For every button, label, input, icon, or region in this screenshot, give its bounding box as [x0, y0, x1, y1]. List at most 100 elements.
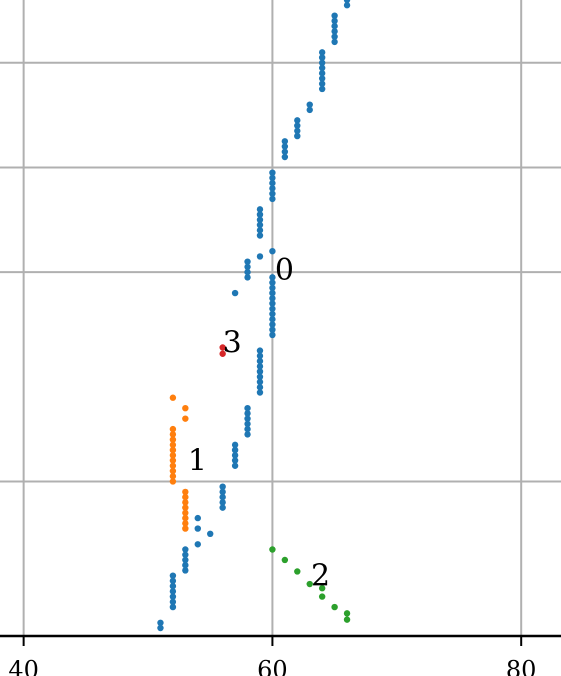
point-cluster-0-68 — [269, 195, 276, 203]
point-cluster-2-2 — [294, 568, 301, 575]
point-cluster-0-79 — [294, 127, 301, 135]
point-cluster-0-56 — [244, 274, 251, 281]
point-cluster-0-66 — [256, 211, 264, 218]
cluster-labels: 0 1 2 3 — [188, 253, 330, 594]
point-cluster-0-97 — [331, 12, 338, 19]
point-cluster-0-9 — [182, 567, 189, 574]
point-cluster-1-16 — [182, 499, 189, 506]
point-cluster-0-82 — [306, 106, 313, 114]
point-cluster-0-5 — [169, 588, 177, 595]
point-cluster-0-38 — [256, 368, 264, 375]
point-cluster-0-22 — [219, 483, 226, 490]
point-cluster-0-90 — [318, 54, 326, 61]
point-cluster-0-28 — [244, 431, 251, 438]
point-cluster-0-95 — [331, 22, 338, 30]
point-cluster-0-16 — [194, 525, 201, 532]
point-cluster-0-43 — [269, 331, 276, 339]
point-cluster-3-0 — [219, 350, 226, 357]
point-cluster-0-59 — [244, 258, 251, 265]
point-cluster-0-60 — [256, 253, 264, 260]
point-cluster-1-21 — [182, 525, 189, 532]
point-cluster-0-69 — [269, 190, 276, 197]
point-cluster-0-14 — [194, 541, 201, 548]
point-cluster-1-15 — [182, 493, 189, 501]
point-cluster-0-39 — [256, 363, 264, 370]
point-cluster-0-71 — [269, 179, 276, 187]
data-points — [157, 0, 351, 632]
point-cluster-0-77 — [281, 138, 289, 145]
point-cluster-0-73 — [269, 169, 276, 176]
point-cluster-2-1 — [281, 556, 289, 564]
point-cluster-0-89 — [318, 59, 326, 66]
point-cluster-0-25 — [231, 452, 239, 459]
x-tick-label-40: 40 — [8, 656, 39, 676]
point-cluster-1-10 — [169, 462, 177, 469]
point-cluster-0-75 — [281, 148, 289, 155]
point-cluster-1-9 — [169, 457, 177, 464]
point-cluster-1-18 — [182, 509, 189, 517]
point-cluster-0-31 — [244, 415, 251, 422]
point-cluster-2-7 — [343, 610, 351, 617]
point-cluster-1-5 — [169, 436, 177, 443]
point-cluster-0-33 — [244, 405, 251, 412]
point-cluster-0-72 — [269, 174, 276, 182]
point-cluster-0-87 — [318, 70, 326, 77]
grid — [0, 0, 561, 636]
point-cluster-0-53 — [269, 279, 276, 286]
point-cluster-0-23 — [231, 462, 239, 469]
point-cluster-1-12 — [169, 473, 177, 480]
point-cluster-3-1 — [219, 344, 226, 351]
point-cluster-0-21 — [219, 488, 226, 496]
point-cluster-0-48 — [269, 305, 276, 312]
point-cluster-0-99 — [343, 0, 351, 4]
point-cluster-0-64 — [256, 221, 264, 229]
point-cluster-0-4 — [169, 593, 177, 600]
point-cluster-0-52 — [269, 284, 276, 292]
point-cluster-0-91 — [318, 49, 326, 56]
point-cluster-0-12 — [182, 551, 189, 558]
point-cluster-0-76 — [281, 143, 289, 150]
point-cluster-0-18 — [219, 504, 226, 511]
point-cluster-2-8 — [343, 616, 351, 623]
point-cluster-1-13 — [169, 478, 177, 485]
cluster-label-2: 2 — [311, 559, 330, 594]
point-cluster-0-46 — [269, 316, 276, 323]
point-cluster-0-47 — [269, 310, 276, 318]
cluster-label-3: 3 — [223, 325, 242, 360]
point-cluster-0-65 — [256, 216, 264, 223]
point-cluster-0-10 — [182, 562, 189, 569]
point-cluster-0-61 — [269, 248, 276, 255]
point-cluster-0-35 — [256, 384, 264, 391]
point-cluster-0-2 — [169, 603, 177, 611]
cluster-label-0: 0 — [275, 253, 294, 288]
point-cluster-2-5 — [318, 593, 326, 600]
point-cluster-0-19 — [219, 499, 226, 506]
point-cluster-0-51 — [269, 289, 276, 297]
point-cluster-0-74 — [281, 153, 289, 161]
point-cluster-0-20 — [219, 493, 226, 501]
point-cluster-0-27 — [231, 441, 239, 449]
point-cluster-1-14 — [182, 488, 189, 496]
point-cluster-0-0 — [157, 624, 164, 632]
point-cluster-2-6 — [331, 603, 338, 611]
point-cluster-0-54 — [269, 274, 276, 281]
point-cluster-1-19 — [182, 514, 189, 522]
point-cluster-0-42 — [256, 347, 264, 354]
x-tick-label-80: 80 — [506, 656, 537, 676]
cluster-label-1: 1 — [188, 444, 207, 479]
point-cluster-0-36 — [256, 378, 264, 386]
point-cluster-1-6 — [169, 441, 177, 449]
point-cluster-0-44 — [269, 326, 276, 333]
point-cluster-0-8 — [169, 572, 177, 579]
point-cluster-0-57 — [244, 268, 251, 276]
point-cluster-0-29 — [244, 425, 251, 433]
x-axis: 40 60 80 — [0, 634, 561, 676]
point-cluster-1-17 — [182, 504, 189, 511]
point-cluster-0-58 — [244, 263, 251, 271]
point-cluster-2-3 — [306, 580, 313, 588]
point-cluster-0-78 — [294, 132, 301, 140]
point-cluster-1-7 — [169, 446, 177, 454]
point-cluster-1-2 — [182, 415, 189, 422]
point-cluster-0-45 — [269, 321, 276, 328]
point-cluster-1-20 — [182, 520, 189, 527]
